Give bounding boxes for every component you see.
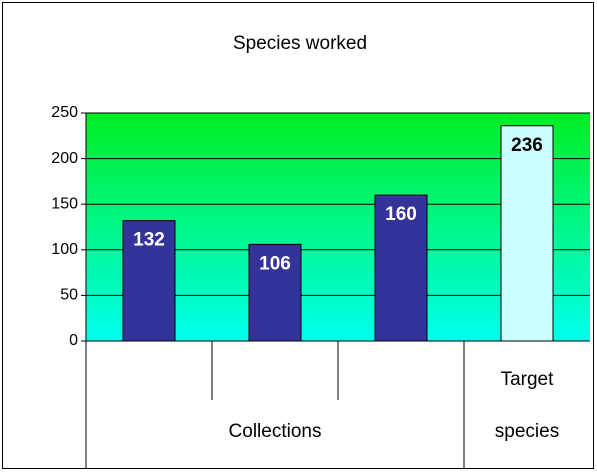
value-label: 132 <box>133 230 165 251</box>
label-line: Target <box>501 369 555 390</box>
chart-title: Species worked <box>233 33 367 54</box>
value-label: 236 <box>511 135 543 156</box>
x-tick-label: Target species <box>495 369 559 442</box>
label-line: species <box>495 421 559 442</box>
group-label: Collections <box>229 421 322 442</box>
y-tick-label: 250 <box>51 104 78 121</box>
bar <box>374 194 428 342</box>
bar <box>500 125 554 342</box>
value-label: 160 <box>385 204 417 225</box>
y-tick-label: 50 <box>60 287 78 304</box>
value-label: 106 <box>259 253 291 274</box>
bar <box>122 220 176 342</box>
y-tick-label: 200 <box>51 150 78 167</box>
y-tick-label: 150 <box>51 195 78 212</box>
y-tick-label: 0 <box>69 332 78 349</box>
bar <box>248 243 302 342</box>
y-tick-label: 100 <box>51 241 78 258</box>
